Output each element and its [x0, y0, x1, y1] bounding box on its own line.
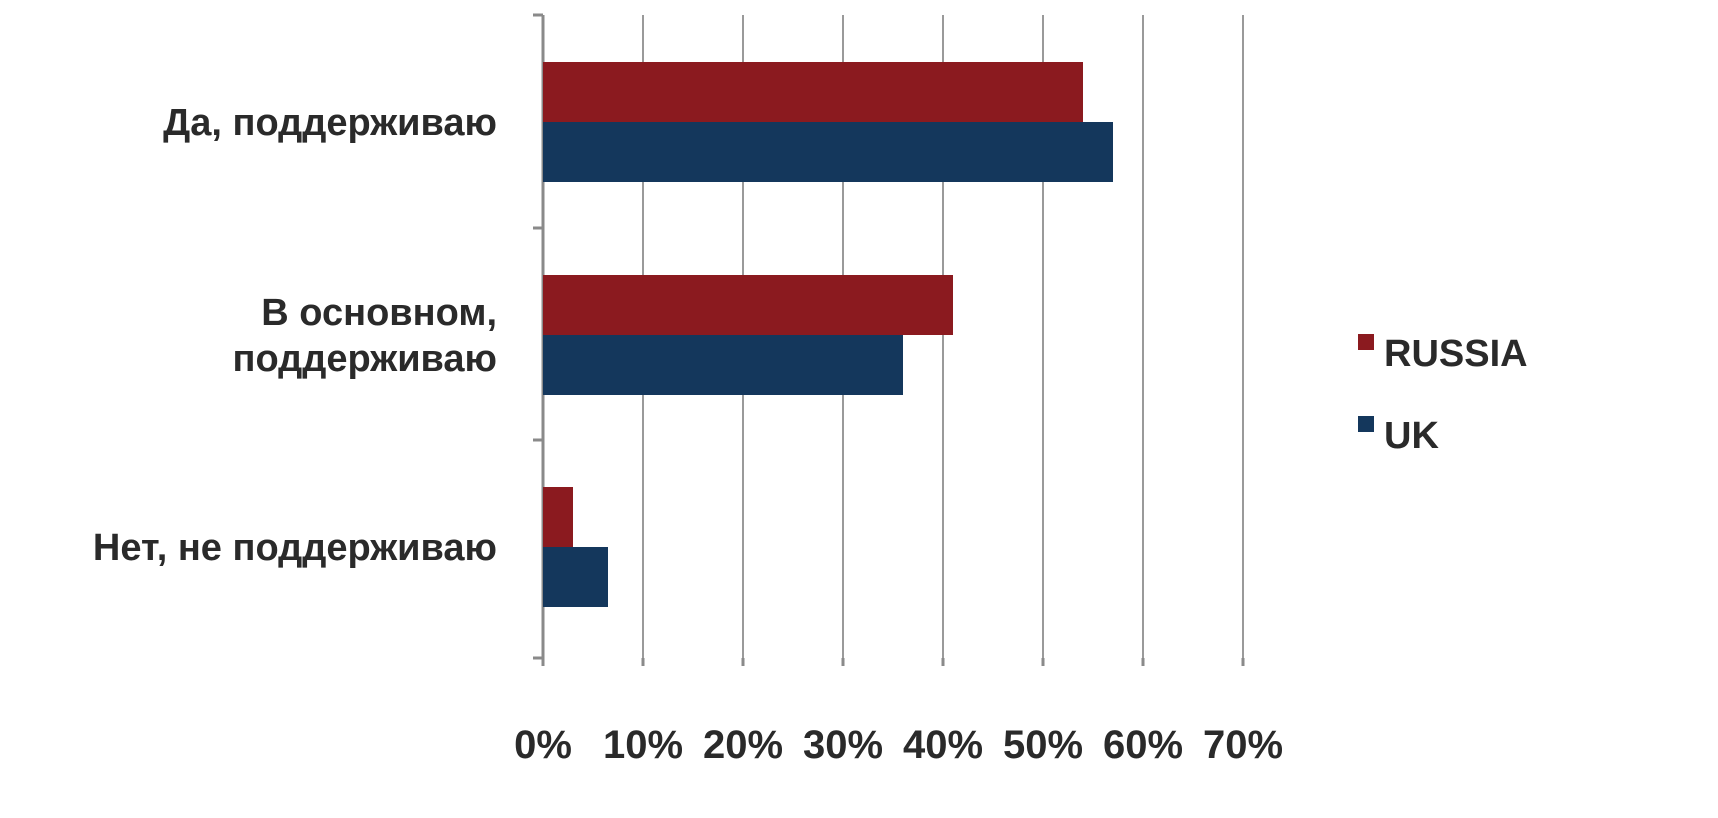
legend-swatch-uk [1358, 416, 1374, 432]
legend-swatch-russia [1358, 334, 1374, 350]
bars [543, 62, 1113, 607]
legend-label-russia: RUSSIA [1384, 333, 1528, 375]
bar-russia [543, 62, 1083, 122]
category-label: В основном, поддерживаю [233, 292, 498, 380]
x-tick-label: 20% [703, 723, 783, 767]
category-labels: Да, поддерживаю В основном, поддерживаю Нет… [93, 102, 497, 569]
bar-uk [543, 122, 1113, 182]
x-tick-label: 30% [803, 723, 883, 767]
bar-russia [543, 275, 953, 335]
category-label: Да, поддерживаю [163, 102, 497, 144]
x-tick-label: 40% [903, 723, 983, 767]
bar-russia [543, 487, 573, 547]
x-tick-label: 50% [1003, 723, 1083, 767]
bar-uk [543, 335, 903, 395]
x-tick-label: 10% [603, 723, 683, 767]
x-tick-label: 60% [1103, 723, 1183, 767]
legend-label-uk: UK [1384, 415, 1439, 457]
bar-uk [543, 547, 608, 607]
legend: RUSSIA UK [1358, 333, 1528, 457]
x-tick-labels: 0% 10% 20% 30% 40% 50% 60% 70% [514, 723, 1283, 767]
category-label: Нет, не поддерживаю [93, 527, 497, 569]
x-tick-label: 0% [514, 723, 572, 767]
x-tick-label: 70% [1203, 723, 1283, 767]
